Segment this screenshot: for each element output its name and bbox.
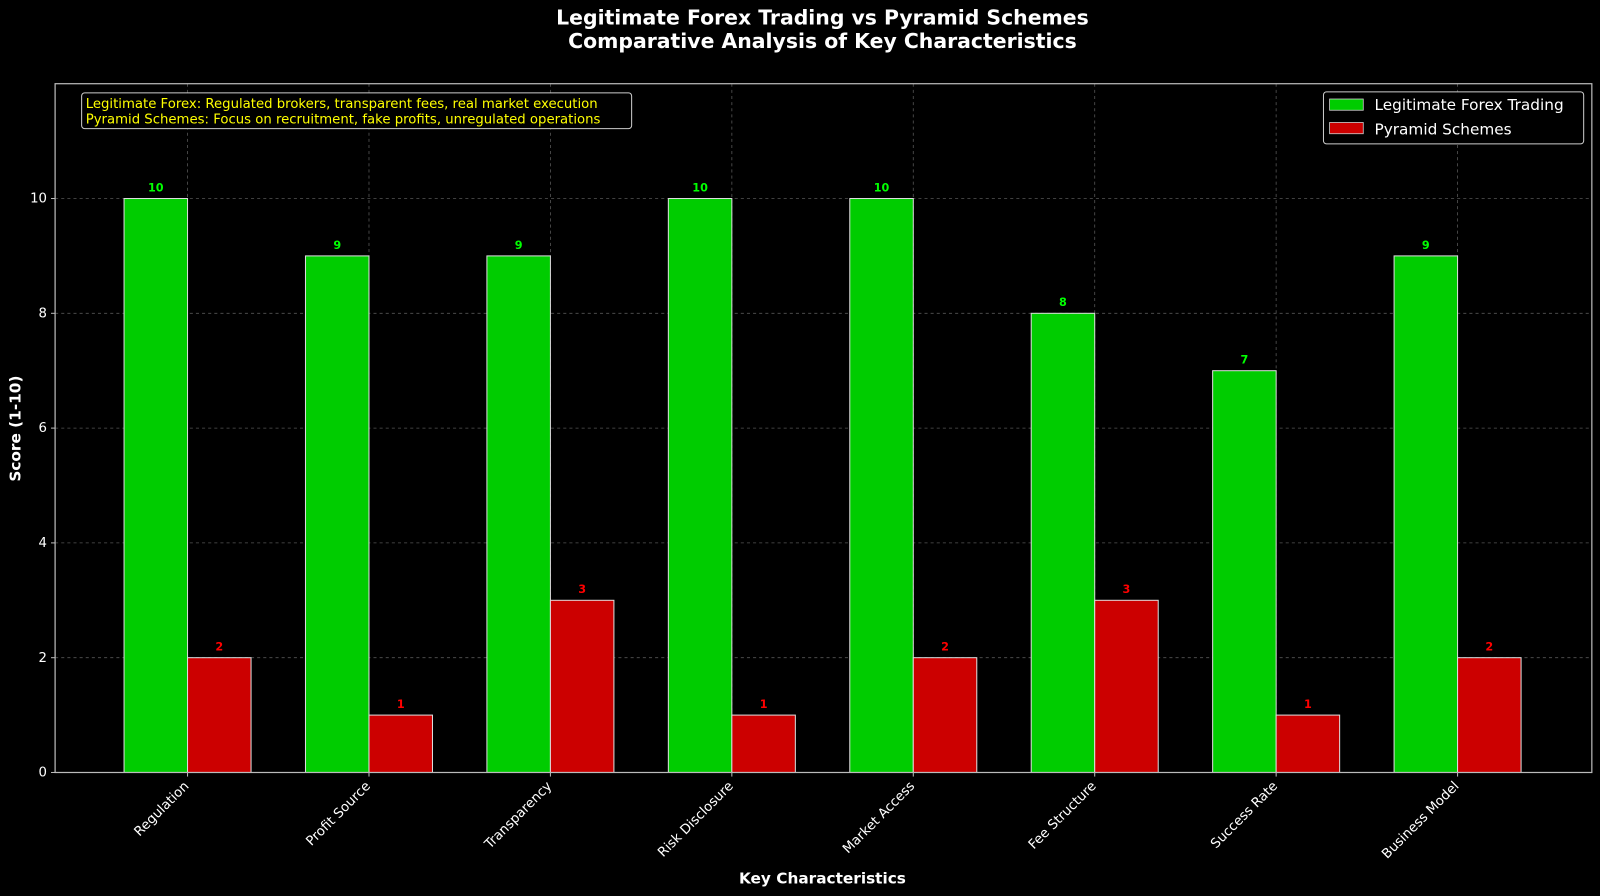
data-label: 2 <box>1485 641 1493 654</box>
bar-pyramid <box>549 599 615 773</box>
y-tick-label: 8 <box>39 306 47 321</box>
x-tick-label: Transparency <box>481 779 555 853</box>
bar-forex <box>1212 370 1277 773</box>
data-label: 9 <box>333 239 341 252</box>
x-tick-label: Risk Disclosure <box>655 779 736 860</box>
data-label: 1 <box>1304 698 1312 711</box>
bar-forex <box>1030 312 1096 773</box>
bar-forex <box>849 198 914 773</box>
bar-pyramid <box>368 714 433 773</box>
data-label: 8 <box>1059 296 1067 309</box>
bar-forex <box>304 255 370 773</box>
y-tick-label: 6 <box>39 421 47 436</box>
data-label: 1 <box>397 698 405 711</box>
data-label: 7 <box>1240 354 1248 367</box>
bar-pyramid <box>912 657 978 773</box>
grid <box>55 83 1592 773</box>
data-label: 10 <box>148 181 164 194</box>
x-tick-label: Regulation <box>132 779 193 840</box>
bar-forex <box>667 198 733 773</box>
legend-label-pyramid: Pyramid Schemes <box>1374 121 1511 139</box>
data-label: 3 <box>1123 583 1131 596</box>
bar-pyramid <box>1094 599 1159 773</box>
legend-swatch-pyramid <box>1329 122 1364 135</box>
x-tick-label: Success Rate <box>1208 779 1281 852</box>
x-tick-label: Business Model <box>1379 779 1462 862</box>
annotation-line-1: Legitimate Forex: Regulated brokers, tra… <box>86 97 598 112</box>
y-tick-label: 4 <box>39 536 47 551</box>
data-label: 3 <box>578 583 586 596</box>
chart-subtitle: Comparative Analysis of Key Characterist… <box>568 29 1077 53</box>
x-tick-label: Fee Structure <box>1026 779 1100 853</box>
bar-pyramid <box>187 657 252 773</box>
bar-forex <box>1393 255 1459 773</box>
bars: 10 9 9 10 10 8 7 9 2 1 3 1 2 3 1 2 <box>123 181 1522 773</box>
y-tick-label: 0 <box>39 766 47 781</box>
legend-swatch-forex <box>1329 98 1364 111</box>
data-label: 1 <box>760 698 768 711</box>
bar-pyramid <box>1275 714 1341 773</box>
legend: Legitimate Forex Trading Pyramid Schemes <box>1322 91 1585 145</box>
x-tick-label: Profit Source <box>304 779 374 849</box>
y-tick-label: 2 <box>39 651 47 666</box>
data-label: 2 <box>215 641 223 654</box>
data-label: 10 <box>874 181 890 194</box>
bar-pyramid <box>731 714 796 773</box>
data-label: 9 <box>1422 239 1430 252</box>
x-tick-label: Market Access <box>840 779 918 857</box>
x-axis-label: Key Characteristics <box>739 870 906 888</box>
bar-forex <box>123 198 189 773</box>
chart-title: Legitimate Forex Trading vs Pyramid Sche… <box>556 6 1089 30</box>
annotation-line-2: Pyramid Schemes: Focus on recruitment, f… <box>86 113 601 128</box>
data-label: 9 <box>515 239 523 252</box>
y-tick-label: 10 <box>30 192 47 207</box>
y-axis-label: Score (1-10) <box>6 376 24 482</box>
data-label: 2 <box>941 641 949 654</box>
legend-label-forex: Legitimate Forex Trading <box>1374 96 1563 114</box>
data-label: 10 <box>692 181 708 194</box>
bar-forex <box>486 255 551 773</box>
bar-pyramid <box>1457 657 1522 773</box>
annotation-box: Legitimate Forex: Regulated brokers, tra… <box>81 92 633 130</box>
